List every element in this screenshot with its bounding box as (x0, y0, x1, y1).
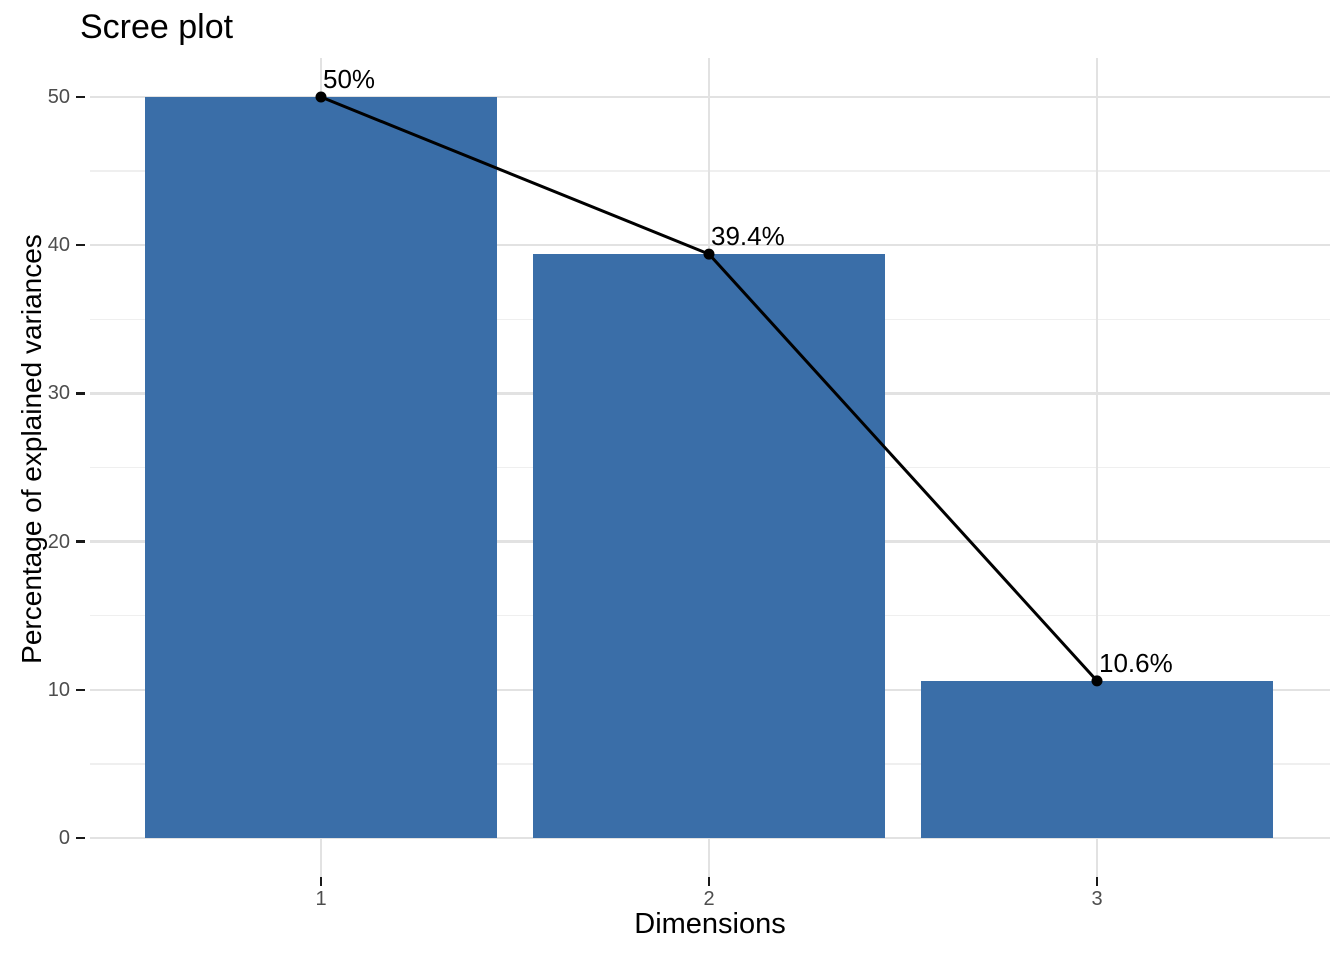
y-axis-tick (76, 540, 85, 543)
y-axis-tick (76, 688, 85, 692)
variance-line (320, 95, 1099, 682)
y-tick-label: 40 (47, 234, 70, 257)
y-tick-label: 50 (47, 86, 70, 108)
bar-dimension-3 (921, 680, 1273, 838)
x-axis-tick (319, 877, 323, 886)
point-label-2: 39.4% (711, 221, 785, 252)
y-tick-label: 30 (47, 382, 70, 405)
data-point-3 (1091, 675, 1103, 687)
y-axis-title: Percentage of explained variances (16, 234, 47, 664)
data-point-1 (315, 91, 327, 103)
variance-line-layer (315, 91, 1103, 687)
x-tick-label: 1 (315, 888, 327, 910)
y-tick-label: 0 (58, 827, 70, 849)
chart-title: Scree plot (80, 8, 234, 46)
vertical-gridline (1095, 58, 1099, 877)
bar-dimension-1 (145, 97, 497, 838)
y-axis-tick (76, 392, 85, 395)
x-axis-title: Dimensions (634, 908, 786, 940)
bar-dimension-2 (533, 254, 885, 838)
point-label-3: 10.6% (1099, 647, 1173, 678)
data-point-2 (703, 248, 715, 260)
x-axis-tick (1095, 877, 1099, 886)
point-label-1: 50% (323, 64, 376, 94)
x-tick-label: 3 (1091, 888, 1103, 910)
y-axis-tick (76, 95, 85, 99)
y-axis-tick (76, 836, 85, 840)
x-axis-tick (707, 877, 711, 886)
plot-panel: 50% 39.4% 10.6% (90, 58, 1330, 877)
y-axis-tick (76, 243, 85, 247)
y-tick-label: 20 (47, 530, 70, 553)
y-tick-label: 10 (47, 678, 70, 701)
x-tick-label: 2 (703, 888, 715, 910)
